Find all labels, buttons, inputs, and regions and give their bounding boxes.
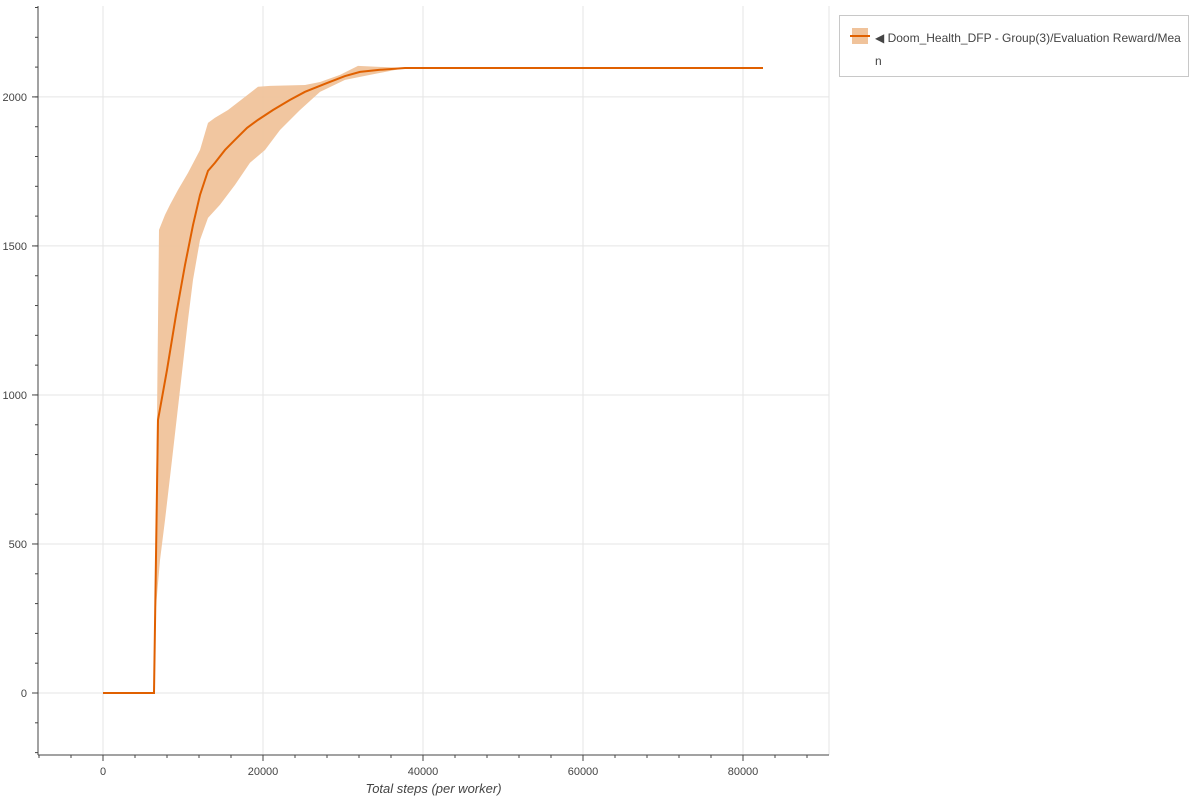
std-band — [103, 65, 763, 694]
x-tick-label: 20000 — [248, 766, 279, 778]
x-tick-label: 40000 — [408, 766, 439, 778]
legend-line-icon — [850, 35, 870, 37]
y-tick-label: 0 — [21, 688, 27, 700]
grid — [38, 6, 830, 755]
mean-series-line — [103, 66, 763, 695]
tick-labels: 0 20000 40000 60000 80000 0 500 1000 1500 2000 — [3, 92, 759, 778]
x-tick-label: 0 — [100, 766, 106, 778]
y-tick-label: 1000 — [3, 390, 27, 402]
x-tick-label: 60000 — [568, 766, 599, 778]
legend[interactable]: ◀ Doom_Health_DFP - Group(3)/Evaluation … — [839, 15, 1189, 77]
y-tick-label: 2000 — [3, 92, 27, 104]
axes — [32, 6, 829, 761]
y-tick-label: 500 — [9, 539, 27, 551]
legend-label: ◀ Doom_Health_DFP - Group(3)/Evaluation … — [875, 31, 1181, 68]
x-tick-label: 80000 — [728, 766, 759, 778]
x-axis-label: Total steps (per worker) — [365, 781, 502, 796]
y-tick-label: 1500 — [3, 241, 27, 253]
mean-line — [103, 66, 763, 695]
std-band-area — [103, 65, 763, 694]
